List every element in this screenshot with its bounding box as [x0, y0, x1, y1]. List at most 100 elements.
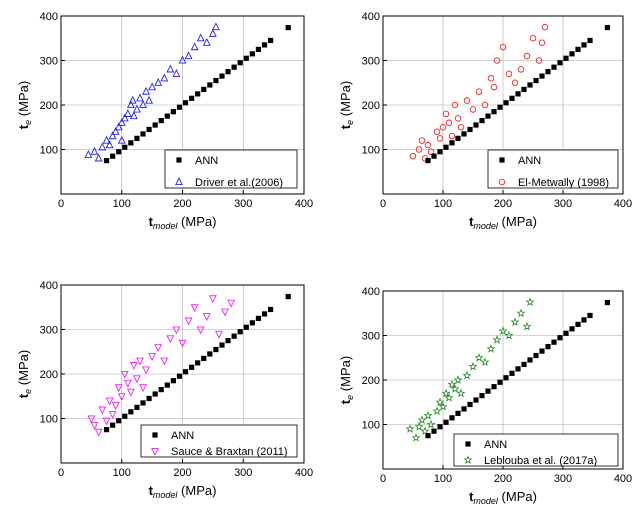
x-tick-label: 300 [554, 198, 572, 210]
data-point [427, 148, 435, 155]
x-tick-label: 0 [58, 198, 64, 210]
data-point [227, 299, 236, 308]
data-point [414, 421, 424, 431]
series-experimental [84, 22, 220, 162]
data-point [533, 352, 539, 359]
data-point [455, 135, 461, 141]
data-point [170, 378, 176, 384]
data-point [475, 88, 483, 95]
data-point [182, 100, 189, 106]
data-point [249, 51, 255, 57]
y-tick-label: 200 [362, 100, 380, 112]
data-point [196, 326, 205, 335]
data-point [128, 95, 137, 104]
data-point [521, 361, 527, 368]
data-point [485, 388, 491, 394]
data-point [539, 73, 545, 79]
x-tick-label: 300 [554, 473, 572, 485]
y-tick-label: 100 [362, 420, 380, 432]
data-point [120, 370, 129, 379]
data-point [491, 109, 497, 115]
data-point [176, 373, 183, 379]
data-point [170, 109, 176, 115]
data-point [108, 411, 117, 419]
data-point [587, 312, 593, 319]
data-point [486, 344, 496, 353]
data-point [449, 140, 455, 146]
data-point [457, 123, 465, 131]
data-point [178, 55, 187, 64]
data-point [425, 158, 431, 164]
data-point [438, 401, 448, 411]
data-point [451, 101, 459, 109]
data-point [108, 131, 117, 140]
data-point [128, 140, 134, 146]
data-point [117, 135, 126, 144]
data-point [231, 333, 237, 339]
data-point [437, 149, 443, 155]
data-point [231, 64, 237, 70]
x-tick-label: 100 [113, 467, 131, 479]
series-ann [425, 24, 610, 164]
data-point [103, 158, 110, 164]
data-point [581, 317, 587, 323]
data-point [94, 153, 103, 162]
data-point [133, 375, 141, 384]
data-point [114, 122, 123, 131]
x-tick-label: 100 [434, 473, 452, 485]
data-point [160, 73, 169, 82]
data-point [189, 364, 195, 370]
y-tick-label: 200 [40, 100, 58, 112]
data-point [87, 415, 96, 424]
data-point [148, 353, 157, 362]
data-point [425, 433, 431, 439]
data-point [575, 46, 581, 52]
data-point [411, 433, 421, 442]
data-point [243, 55, 249, 61]
data-point [469, 106, 477, 113]
legend: ANN Sauce & Braxtan (2011) [140, 424, 298, 458]
data-point [136, 357, 144, 366]
x-tick-label: 400 [614, 198, 632, 210]
data-point [189, 95, 195, 101]
data-point [437, 424, 443, 430]
data-point [160, 357, 169, 366]
data-point [456, 388, 466, 398]
data-point [219, 342, 225, 348]
data-point [237, 329, 243, 335]
x-tick-label: 0 [380, 198, 386, 210]
y-tick-label: 200 [40, 369, 58, 381]
data-point [184, 317, 193, 326]
legend: ANN El-Metwally (1998) [487, 149, 619, 189]
data-point [123, 109, 132, 117]
data-point [498, 326, 508, 335]
data-point [122, 413, 128, 419]
data-point [166, 335, 175, 344]
data-point [490, 83, 498, 91]
data-point [172, 326, 181, 335]
y-tick-label: 100 [40, 145, 58, 157]
x-tick-label: 400 [295, 198, 313, 210]
data-point [126, 100, 135, 109]
data-point [129, 111, 138, 120]
data-point [509, 370, 515, 376]
data-point [551, 339, 557, 345]
data-point [208, 295, 217, 304]
data-point [123, 379, 132, 388]
y-axis-title-unit: (MPa) [338, 81, 353, 120]
data-point [142, 366, 150, 375]
data-point [497, 379, 503, 385]
data-point [431, 428, 437, 434]
x-tick-label: 200 [494, 473, 512, 485]
legend-marker [499, 157, 505, 163]
data-point [190, 304, 199, 313]
x-axis-title-main: t [149, 483, 154, 498]
data-point [219, 73, 225, 79]
y-tick-label: 100 [40, 414, 58, 426]
data-point [473, 122, 479, 128]
y-axis-title-sub: e [345, 395, 355, 400]
data-point [146, 126, 152, 133]
data-point [426, 419, 436, 429]
